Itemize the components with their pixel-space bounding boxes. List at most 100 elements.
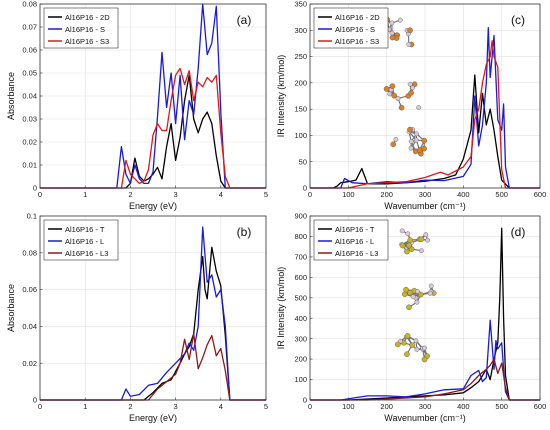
series-line-b-3 xyxy=(40,333,266,401)
molecule-atom xyxy=(414,299,420,305)
y-tick-label: 0.04 xyxy=(22,92,37,101)
molecule-atom xyxy=(414,131,419,137)
x-tick-label: 0 xyxy=(38,190,42,199)
molecule-atom xyxy=(425,237,430,243)
y-tick-label: 900 xyxy=(294,212,307,221)
molecule-atom xyxy=(389,34,396,41)
molecule-atom xyxy=(393,137,399,142)
plot-frame xyxy=(39,3,267,189)
series-line-c-1 xyxy=(310,74,540,189)
x-tick-label: 3 xyxy=(174,190,178,199)
y-axis-label: Absorbance xyxy=(6,284,16,332)
x-tick-label: 600 xyxy=(534,190,547,199)
y-tick-label: 0 xyxy=(303,184,307,193)
x-tick-label: 2 xyxy=(128,402,132,411)
molecule-atom xyxy=(407,289,413,296)
molecule-atom xyxy=(407,126,413,133)
panel-label: (b) xyxy=(237,225,252,239)
series-line-a-3 xyxy=(40,67,266,189)
molecule-atom xyxy=(395,95,401,101)
molecule-atom xyxy=(408,90,414,96)
molecule-atom xyxy=(418,236,425,242)
y-tick-label: 300 xyxy=(294,26,307,35)
molecule-atom xyxy=(397,17,403,23)
x-tick-label: 1 xyxy=(83,190,87,199)
x-tick-label: 4 xyxy=(219,190,223,199)
x-tick-label: 2 xyxy=(128,190,132,199)
molecule-atom xyxy=(422,345,427,351)
molecule-atom xyxy=(413,338,419,344)
x-tick-label: 400 xyxy=(457,402,470,411)
molecule-atom xyxy=(413,137,419,143)
y-axis-label: IR Intensity (km/mol) xyxy=(276,55,286,138)
x-tick-label: 1 xyxy=(83,402,87,411)
molecule-atom xyxy=(417,291,424,298)
x-tick-label: 500 xyxy=(495,190,508,199)
y-tick-label: 50 xyxy=(299,157,307,166)
y-tick-label: 200 xyxy=(294,355,307,364)
molecule-atom xyxy=(399,228,405,234)
molecule-atom xyxy=(428,283,434,289)
x-tick-label: 3 xyxy=(174,402,178,411)
molecule-atom xyxy=(408,145,414,151)
molecule-atom xyxy=(407,237,413,243)
y-tick-label: 0.05 xyxy=(22,69,37,78)
series-line-a-2 xyxy=(40,3,266,189)
y-tick-label: 250 xyxy=(294,52,307,61)
molecule-atom xyxy=(404,333,411,339)
series-line-b-1 xyxy=(40,246,266,401)
panel-label: (d) xyxy=(511,225,526,239)
y-tick-label: 300 xyxy=(294,334,307,343)
molecule-atom xyxy=(398,104,405,111)
series-line-b-2 xyxy=(40,226,266,401)
y-tick-label: 0.01 xyxy=(22,161,37,170)
molecule-atom xyxy=(421,137,428,144)
molecule-atom xyxy=(410,85,415,91)
y-tick-label: 0 xyxy=(303,396,307,405)
x-tick-label: 300 xyxy=(419,190,432,199)
x-axis-label: Energy (eV) xyxy=(129,413,177,423)
legend-label: Al16P16 - S xyxy=(65,25,105,34)
x-tick-label: 0 xyxy=(38,402,42,411)
molecule-atom xyxy=(427,290,433,296)
legend-label: Al16P16 - 2D xyxy=(335,13,380,22)
y-tick-label: 0 xyxy=(33,396,37,405)
y-tick-label: 0.06 xyxy=(22,46,37,55)
molecule-atom xyxy=(383,86,390,92)
molecule-atom xyxy=(408,139,414,144)
molecule-atom xyxy=(423,232,429,238)
plot-frame xyxy=(309,215,541,401)
series-line-c-3 xyxy=(310,40,540,189)
panel-b: 0 1 2 3 4 5 0 0.02 0.04 0.06 0.08 0.1 Energy (eV) Abs… xyxy=(6,212,268,423)
x-tick-label: 0 xyxy=(308,190,312,199)
x-axis-label: Wavenumber (cm⁻¹) xyxy=(384,201,465,211)
molecule-atom xyxy=(394,341,401,348)
x-tick-label: 200 xyxy=(380,190,393,199)
y-tick-label: 600 xyxy=(294,273,307,282)
y-tick-label: 700 xyxy=(294,252,307,261)
series-line-d-1 xyxy=(310,227,540,401)
y-tick-label: 0.02 xyxy=(22,138,37,147)
molecule-atom xyxy=(407,27,413,34)
legend-label: Al16P16 - S xyxy=(335,25,375,34)
molecule-atom xyxy=(403,286,409,293)
x-tick-label: 600 xyxy=(534,402,547,411)
legend-label: Al16P16 - L xyxy=(65,237,104,246)
panel-c: 0 100 200 300 400 500 600 0 50 100 150 200 250 300 350… xyxy=(276,0,546,211)
panel-a: 0 1 2 3 4 5 0 0.01 0.02 0.03 0.04 0.05 0.06 0.07 0.08 E… xyxy=(6,0,268,211)
molecule-atom xyxy=(421,145,427,152)
y-tick-label: 0.08 xyxy=(22,248,37,257)
y-tick-label: 150 xyxy=(294,105,307,114)
molecule-atom xyxy=(405,231,411,237)
molecule-atom xyxy=(409,342,415,348)
x-tick-label: 4 xyxy=(219,402,223,411)
molecule-atom xyxy=(408,246,415,252)
plot-frame xyxy=(39,215,267,401)
molecule-atom xyxy=(399,242,406,249)
panel-d: 0 100 200 300 400 500 600 0 100 200 300 400 500 600 70… xyxy=(276,212,546,423)
panel-label: (a) xyxy=(237,13,252,27)
molecule-atom xyxy=(391,92,397,99)
legend-label: Al16P16 - T xyxy=(335,225,375,234)
x-tick-label: 0 xyxy=(308,402,312,411)
x-tick-label: 5 xyxy=(264,190,268,199)
